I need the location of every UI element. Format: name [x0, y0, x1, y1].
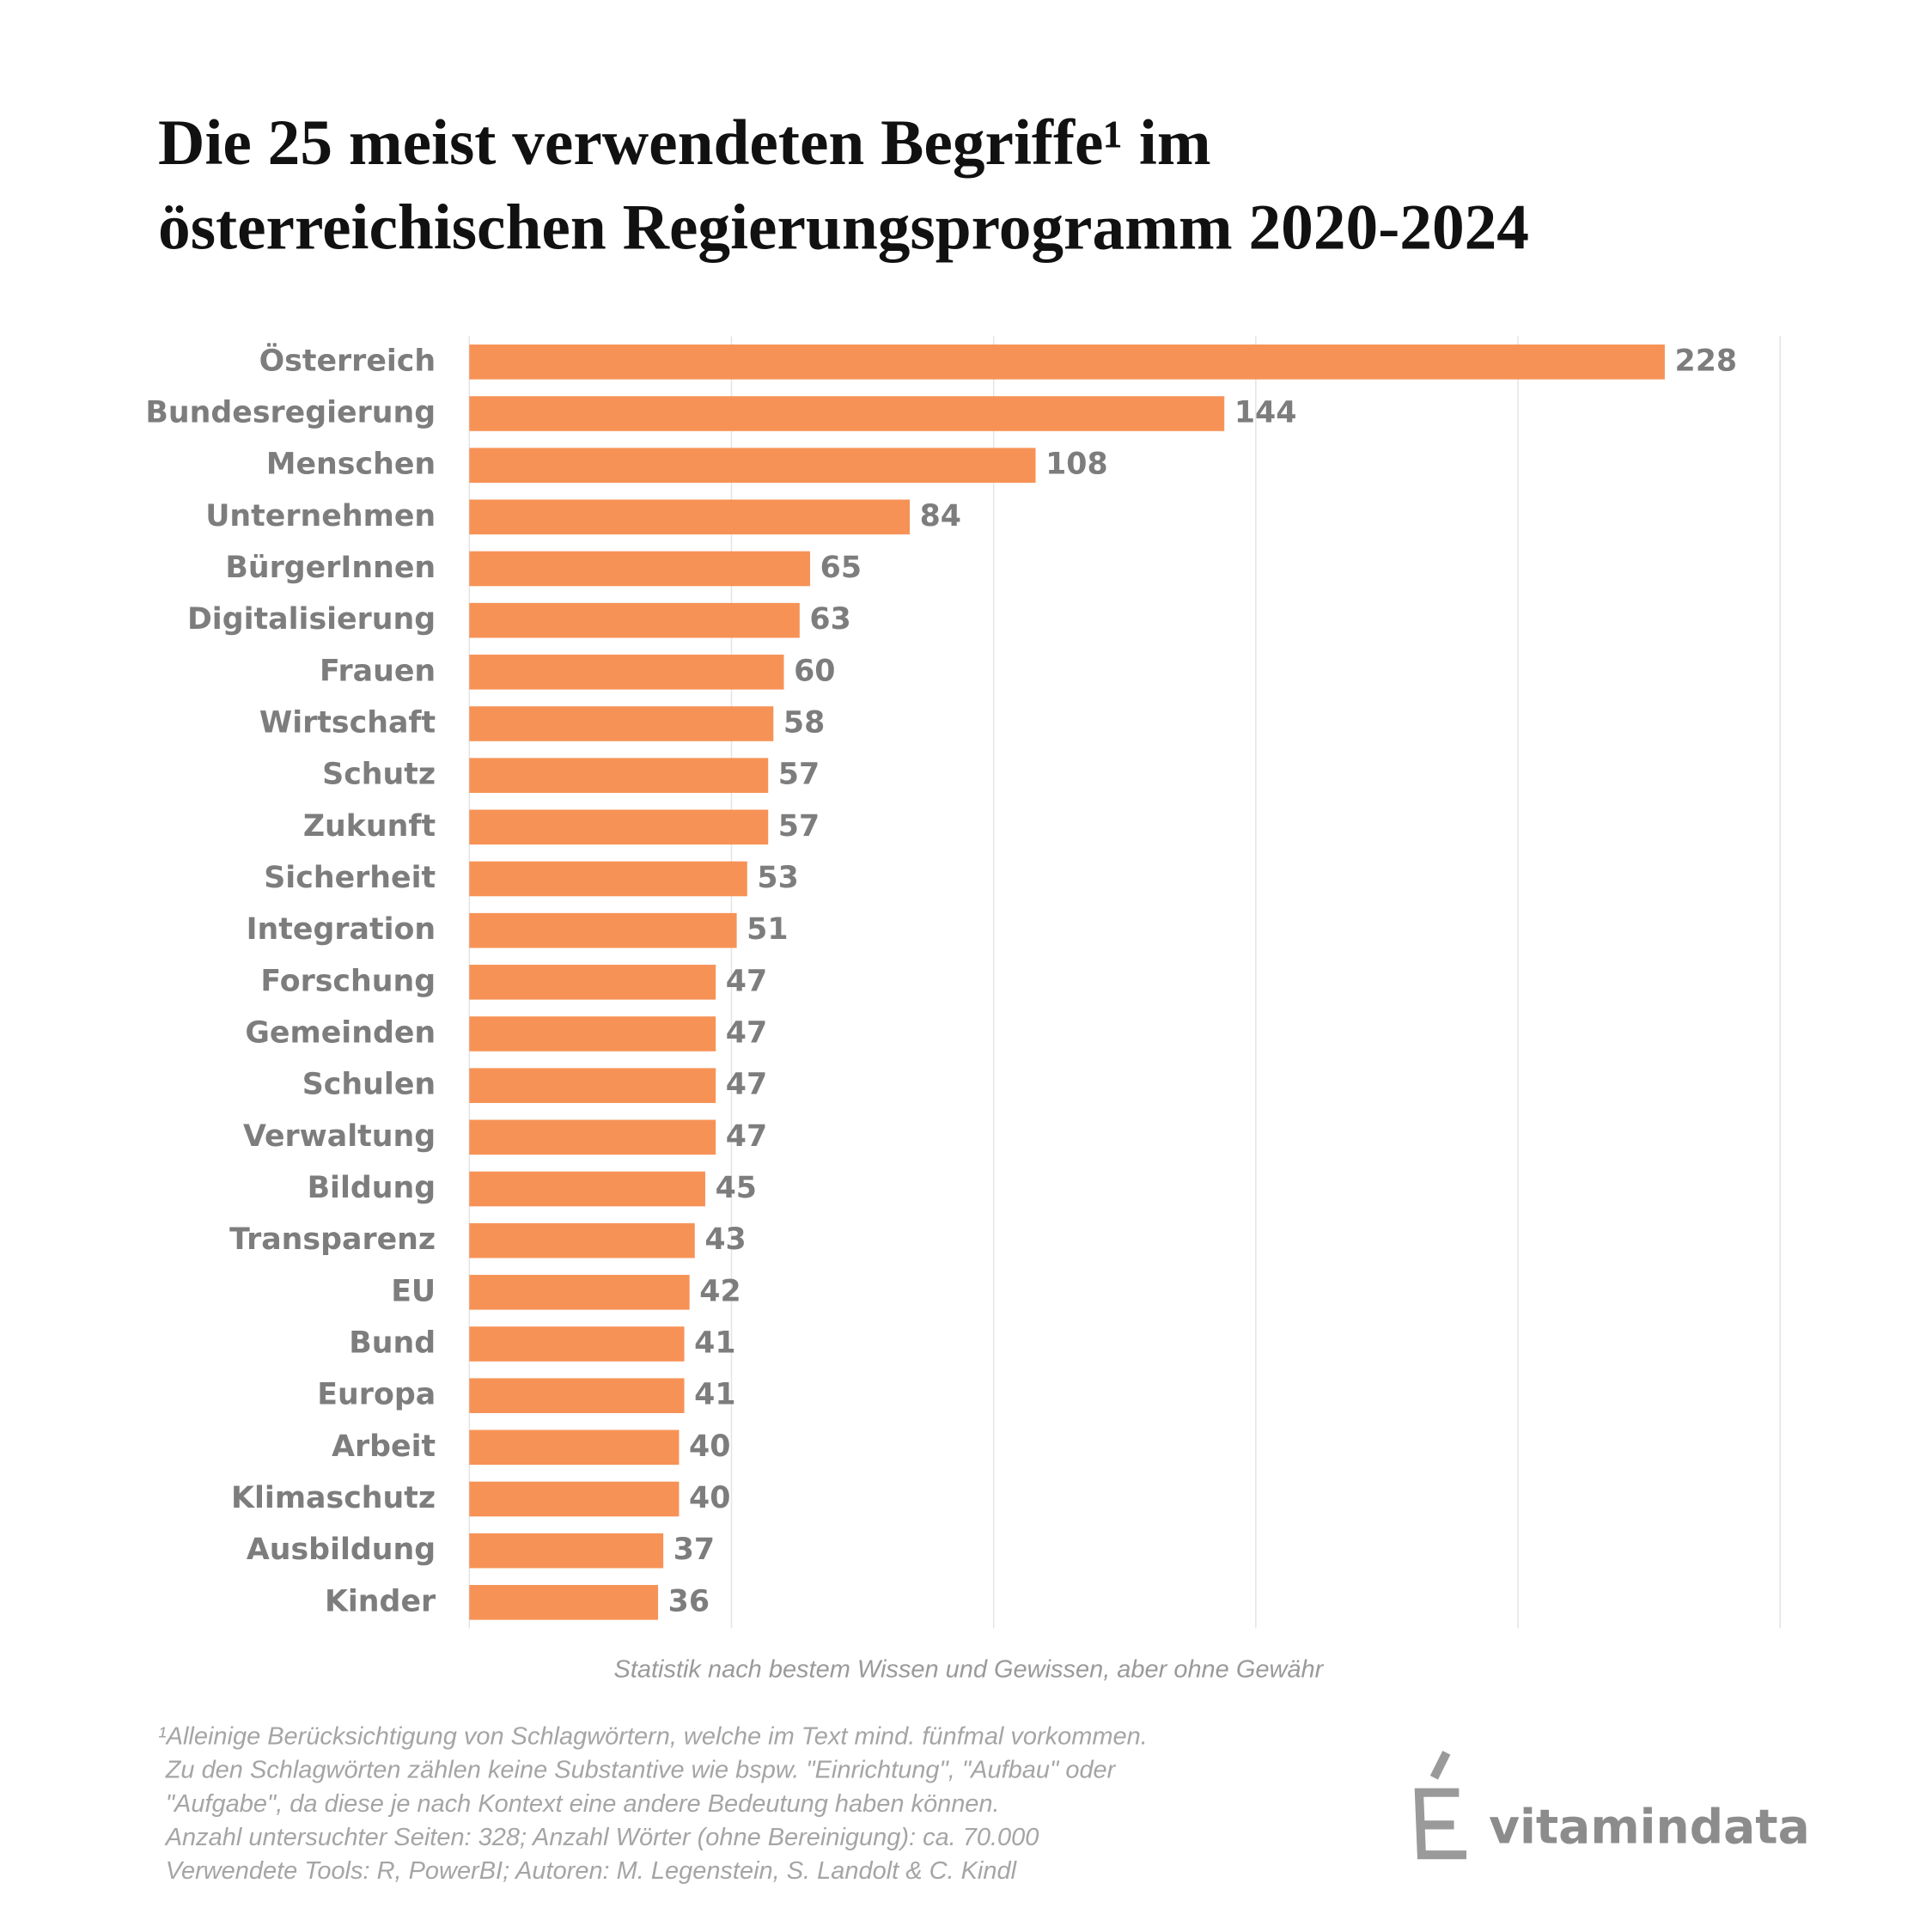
value-label: 65	[820, 551, 862, 585]
bar	[469, 912, 737, 948]
value-label: 84	[920, 499, 961, 533]
bar	[469, 655, 784, 690]
bar	[469, 706, 774, 741]
category-label: Schutz	[322, 758, 436, 792]
bar	[469, 551, 811, 587]
category-label: Sicherheit	[264, 861, 436, 895]
bar	[469, 809, 769, 845]
category-label: BürgerInnen	[225, 551, 436, 585]
category-label: Europa	[317, 1378, 436, 1412]
value-label: 41	[694, 1378, 735, 1412]
value-label: 47	[726, 1068, 767, 1102]
bar	[469, 448, 1036, 483]
category-label: Bund	[349, 1326, 436, 1361]
value-label: 40	[689, 1429, 730, 1464]
category-label: Digitalisierung	[187, 602, 436, 637]
category-label: Bildung	[308, 1171, 436, 1205]
bar	[469, 758, 769, 793]
category-label: Forschung	[260, 964, 436, 998]
value-label: 47	[726, 1016, 767, 1051]
value-label: 47	[726, 1119, 767, 1154]
category-label: Menschen	[266, 448, 436, 482]
footnote: Anzahl untersuchter Seiten: 328; Anzahl …	[164, 1824, 1039, 1851]
bar	[469, 1119, 716, 1155]
bar	[469, 344, 1665, 380]
footnote: Zu den Schlagwörten zählen keine Substan…	[165, 1757, 1117, 1784]
brand: vitamindata	[1489, 1799, 1810, 1854]
footnote: Verwendete Tools: R, PowerBI; Autoren: M…	[166, 1857, 1018, 1885]
bar	[469, 602, 800, 638]
value-label: 53	[757, 861, 798, 895]
category-label: Klimaschutz	[231, 1481, 436, 1515]
value-label: 45	[716, 1171, 757, 1205]
category-label: Kinder	[325, 1584, 436, 1618]
category-label: Verwaltung	[243, 1119, 436, 1154]
value-label: 43	[704, 1222, 746, 1257]
bar	[469, 1429, 680, 1466]
value-label: 41	[694, 1326, 735, 1361]
category-label: Zukunft	[303, 809, 436, 844]
value-label: 144	[1234, 396, 1297, 430]
footnote: ¹Alleinige Berücksichtigung von Schlagwö…	[158, 1723, 1148, 1751]
category-label: Ausbildung	[247, 1533, 436, 1567]
bar	[469, 1222, 695, 1259]
bar	[469, 1533, 664, 1569]
value-label: 42	[699, 1274, 740, 1308]
category-label: Gemeinden	[245, 1016, 436, 1051]
logo-cup	[1414, 1788, 1467, 1860]
footnote: "Aufgabe", da diese je nach Kontext eine…	[166, 1790, 1000, 1818]
bar	[469, 861, 747, 897]
value-label: 228	[1675, 344, 1738, 378]
category-label: Arbeit	[332, 1429, 436, 1464]
bar	[469, 1481, 680, 1517]
chart-title: österreichischen Regierungsprogramm 2020…	[158, 192, 1529, 264]
bar	[469, 499, 911, 535]
note: Statistik nach bestem Wissen und Gewisse…	[614, 1655, 1325, 1683]
category-label: Unternehmen	[205, 499, 436, 533]
value-label: 40	[689, 1481, 730, 1515]
chart-title: Die 25 meist verwendeten Begriffe¹ im	[158, 107, 1211, 179]
category-label: EU	[391, 1274, 436, 1308]
value-label: 58	[783, 706, 825, 740]
bar	[469, 1068, 716, 1103]
category-label: Wirtschaft	[259, 706, 436, 740]
bar	[469, 965, 716, 1000]
value-label: 36	[668, 1584, 710, 1618]
value-label: 51	[747, 912, 788, 947]
value-label: 108	[1045, 448, 1108, 482]
bar	[469, 1275, 690, 1310]
category-label: Transparenz	[229, 1222, 436, 1257]
category-label: Österreich	[259, 342, 436, 378]
category-label: Frauen	[320, 654, 436, 688]
value-label: 63	[809, 602, 850, 637]
category-label: Integration	[247, 912, 436, 947]
value-label: 57	[778, 758, 820, 792]
bar	[469, 1378, 685, 1413]
value-label: 47	[726, 964, 767, 998]
bar	[469, 1326, 685, 1362]
bar	[469, 1171, 705, 1207]
category-label: Bundesregierung	[145, 396, 436, 430]
bar	[469, 1016, 716, 1051]
bar	[469, 396, 1225, 431]
value-label: 57	[778, 809, 820, 844]
value-label: 60	[794, 654, 835, 688]
value-label: 37	[673, 1533, 715, 1567]
category-label: Schulen	[302, 1068, 436, 1102]
logo-accent	[1429, 1751, 1451, 1780]
bar	[469, 1585, 659, 1620]
logo-icon	[1414, 1751, 1467, 1860]
